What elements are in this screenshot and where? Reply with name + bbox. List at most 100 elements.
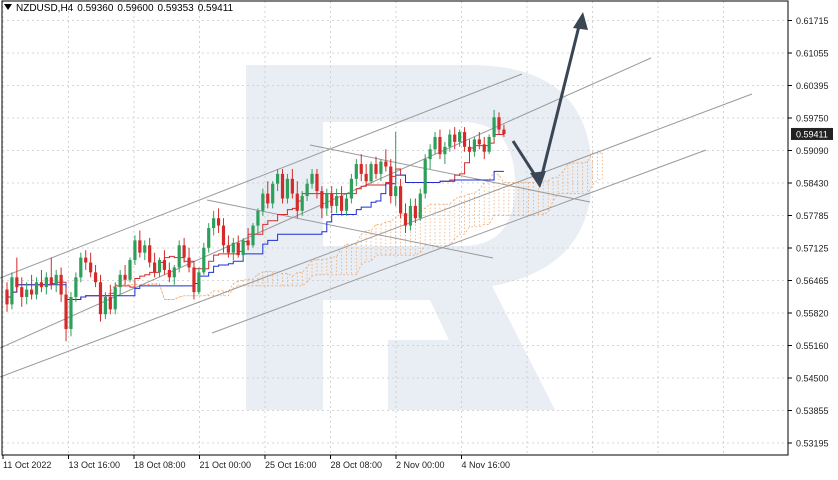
watermark-logo [246, 65, 592, 410]
candle [271, 181, 275, 209]
candle [433, 132, 437, 155]
candle [177, 240, 181, 273]
candle [89, 252, 93, 278]
candle [79, 252, 83, 283]
candle [118, 269, 122, 295]
candle [69, 292, 73, 337]
candle [182, 237, 186, 263]
candle [487, 134, 491, 155]
candle [497, 112, 501, 135]
price-tick-label: 0.57785 [796, 211, 829, 221]
kijun-line [7, 170, 504, 300]
candle [148, 237, 152, 268]
time-axis: 11 Oct 2022 13 Oct 16:00 18 Oct 08:00 21 Oc… [2, 455, 511, 470]
candle [15, 257, 19, 293]
price-tick-label: 0.55160 [796, 341, 829, 351]
candle [467, 139, 472, 160]
candle [167, 262, 171, 283]
arrow-down-icon [530, 171, 546, 188]
candle [84, 250, 88, 270]
candle [187, 247, 191, 273]
open-value: 0.59360 [77, 3, 114, 14]
candle [443, 141, 447, 165]
candle [162, 250, 167, 275]
price-tick-label: 0.58430 [796, 179, 829, 189]
candle [285, 173, 290, 204]
grid-lines [2, 1, 788, 455]
candle [98, 274, 103, 322]
candle [403, 203, 408, 233]
candle [34, 277, 39, 300]
candle [315, 168, 319, 199]
time-tick-label: 11 Oct 2022 [3, 460, 51, 470]
time-tick-label: 4 Nov 16:00 [462, 460, 511, 470]
candle [359, 154, 363, 182]
candle [261, 188, 265, 216]
close-value: 0.59411 [197, 3, 234, 14]
candle [133, 235, 137, 265]
candle [438, 129, 442, 160]
candle [241, 237, 245, 261]
time-tick-label: 13 Oct 16:00 [69, 460, 121, 470]
high-value: 0.59600 [117, 3, 154, 14]
candle [423, 154, 427, 199]
candle [418, 188, 422, 221]
candle [246, 228, 250, 251]
last-price-label: 0.59411 [796, 129, 828, 139]
last-price-marker: 0.59411 [791, 127, 833, 140]
candle [280, 168, 285, 204]
candle [93, 264, 98, 288]
candle [153, 252, 157, 278]
candle [64, 287, 68, 342]
time-tick-label: 28 Oct 08:00 [331, 460, 383, 470]
candle [59, 267, 63, 302]
candle [325, 188, 329, 216]
candle [143, 240, 147, 261]
price-axis: 0.61715 0.61055 0.60395 0.59750 0.59090 0.584… [788, 16, 829, 449]
candle [226, 235, 230, 258]
candle [5, 282, 9, 312]
price-tick-label: 0.59750 [796, 114, 829, 124]
candle [231, 237, 235, 261]
price-tick-label: 0.60395 [796, 81, 829, 91]
candle [462, 127, 467, 152]
price-tick-label: 0.59090 [796, 146, 829, 156]
candle [477, 132, 481, 150]
candle [305, 178, 309, 201]
candle [374, 156, 378, 179]
candle [74, 272, 78, 302]
candle [330, 186, 334, 214]
price-tick-label: 0.55820 [796, 309, 829, 319]
candle [192, 262, 196, 300]
price-tick-label: 0.53195 [796, 439, 829, 449]
price-tick-label: 0.61715 [796, 16, 829, 26]
low-value: 0.59353 [157, 3, 194, 14]
candle [256, 208, 260, 233]
candle [369, 161, 373, 184]
candle [44, 272, 48, 295]
candle [379, 159, 383, 182]
candle [399, 178, 403, 219]
candle [290, 168, 294, 199]
candle [300, 191, 304, 216]
candle [320, 186, 324, 219]
candle [216, 208, 221, 233]
candle [39, 269, 44, 293]
candle [335, 188, 339, 214]
candle [236, 235, 240, 258]
candle [472, 136, 476, 157]
collapse-triangle-icon[interactable] [4, 4, 12, 10]
price-tick-label: 0.57125 [796, 244, 829, 254]
candle [339, 186, 344, 216]
candle [394, 132, 398, 206]
candles [5, 109, 506, 342]
ichimoku-cloud [105, 152, 603, 300]
candle [344, 193, 349, 216]
candle [276, 168, 280, 192]
candle [25, 282, 29, 305]
candle [212, 210, 216, 236]
candle [384, 149, 388, 172]
candle [10, 272, 14, 310]
